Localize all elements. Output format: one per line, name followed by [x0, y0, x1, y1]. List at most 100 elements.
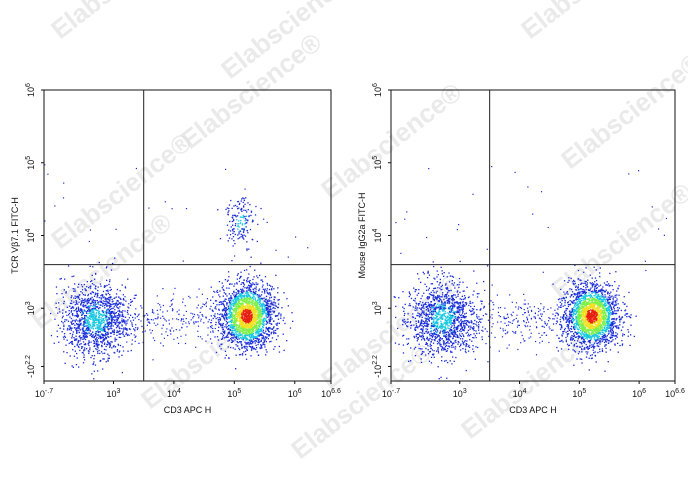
event-dot	[230, 295, 232, 297]
event-dot	[483, 280, 485, 283]
event-dot	[414, 290, 416, 293]
event-dot	[92, 318, 95, 320]
event-dot	[254, 284, 256, 286]
event-dot	[254, 320, 257, 322]
event-dot	[79, 349, 81, 351]
event-dot	[243, 345, 246, 347]
event-dot	[409, 303, 411, 305]
event-dot	[113, 322, 115, 324]
event-dot	[250, 316, 252, 318]
event-dot	[455, 302, 457, 304]
event-dot	[238, 333, 240, 335]
event-dot	[228, 293, 230, 295]
event-dot	[254, 214, 257, 216]
event-dot	[131, 343, 133, 345]
event-dot	[430, 330, 433, 332]
event-dot	[154, 318, 156, 320]
event-dot	[98, 319, 100, 321]
y-axis-title: TCR Vβ7.1 FITC-H	[10, 197, 20, 274]
event-dot	[223, 314, 225, 316]
event-dot	[97, 308, 100, 310]
event-dot	[416, 314, 418, 317]
event-dot	[428, 317, 430, 319]
event-dot	[215, 351, 218, 354]
event-dot	[403, 318, 405, 321]
event-dot	[235, 297, 237, 299]
event-dot	[234, 243, 236, 245]
event-dot	[84, 330, 86, 332]
event-dot	[113, 344, 115, 347]
event-dot	[95, 348, 97, 350]
event-dot	[76, 330, 78, 332]
event-dot	[257, 354, 260, 356]
event-dot	[185, 208, 188, 210]
event-dot	[99, 325, 101, 327]
event-dot	[430, 356, 433, 358]
event-dot	[129, 328, 131, 331]
event-dot	[448, 298, 450, 301]
event-dot	[110, 303, 112, 306]
event-dot	[96, 346, 98, 348]
event-dot	[465, 345, 467, 348]
event-dot	[241, 289, 243, 291]
event-dot	[233, 231, 235, 233]
event-dot	[235, 354, 237, 356]
event-dot	[239, 348, 241, 351]
event-dot	[82, 313, 84, 315]
event-dot	[250, 326, 252, 328]
event-dot	[238, 280, 240, 283]
event-dot	[259, 319, 262, 321]
event-dot	[222, 330, 224, 332]
event-dot	[242, 339, 244, 341]
event-dot	[246, 293, 248, 295]
event-dot	[198, 317, 200, 319]
event-dot	[243, 309, 245, 311]
event-dot	[109, 279, 111, 281]
event-dot	[255, 333, 257, 335]
event-dot	[117, 330, 119, 333]
event-dot	[472, 348, 474, 350]
event-dot	[205, 301, 207, 303]
event-dot	[109, 315, 112, 317]
event-dot	[255, 324, 257, 326]
event-dot	[277, 335, 279, 337]
event-dot	[236, 329, 239, 331]
event-dot	[428, 313, 431, 315]
event-dot	[270, 285, 272, 287]
event-dot	[431, 283, 434, 285]
event-dot	[250, 325, 252, 327]
event-dot	[244, 203, 246, 205]
event-dot	[79, 337, 81, 339]
event-dot	[422, 271, 424, 273]
event-dot	[458, 284, 460, 286]
event-dot	[450, 315, 452, 317]
event-dot	[103, 348, 106, 351]
event-dot	[397, 327, 399, 330]
event-dot	[271, 301, 273, 304]
event-dot	[260, 334, 262, 336]
event-dot	[197, 314, 199, 316]
event-dot	[108, 305, 110, 307]
event-dot	[460, 320, 462, 322]
event-dot	[242, 337, 245, 339]
event-dot	[241, 354, 244, 356]
event-dot	[233, 315, 235, 317]
event-dot	[123, 319, 125, 321]
event-dot	[211, 342, 213, 344]
event-dot	[258, 322, 260, 324]
event-dot	[228, 237, 231, 239]
event-dot	[395, 316, 397, 319]
event-dot	[250, 320, 252, 322]
event-dot	[118, 336, 120, 338]
event-dot	[257, 306, 259, 308]
event-dot	[264, 336, 266, 338]
event-dot	[243, 332, 245, 334]
event-dot	[89, 315, 91, 318]
event-dot	[267, 306, 269, 309]
event-dot	[229, 299, 232, 301]
event-dot	[257, 308, 259, 311]
event-dot	[78, 323, 80, 325]
event-dot	[235, 368, 237, 370]
event-dot	[440, 328, 442, 330]
event-dot	[233, 298, 236, 300]
